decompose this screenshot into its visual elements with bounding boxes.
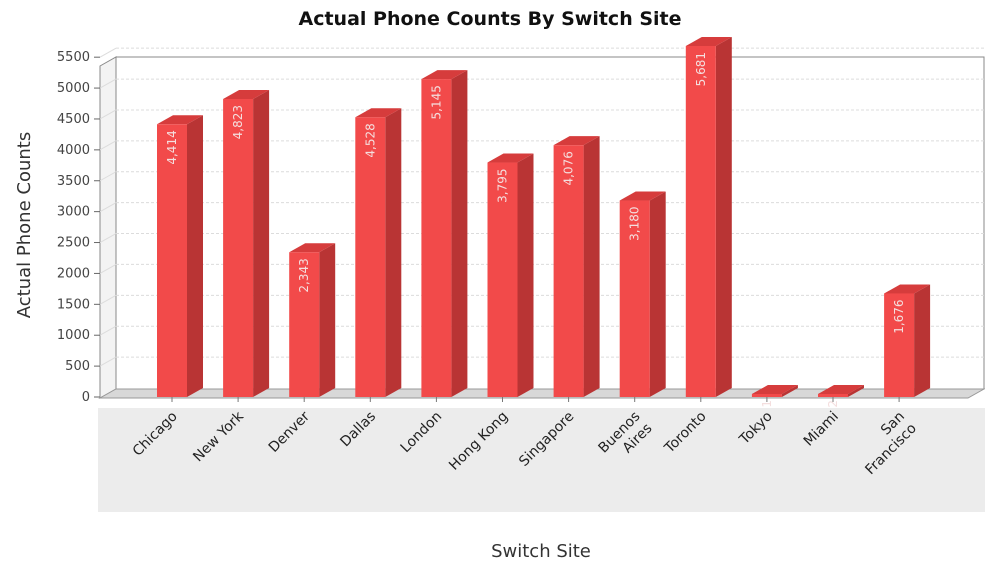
y-tick-label: 5000 [57, 81, 90, 96]
y-tick-label: 3000 [57, 205, 90, 220]
bar-top [818, 385, 864, 394]
bar-miami: 2 [818, 385, 864, 408]
data-label: 3,180 [628, 207, 642, 241]
gridline [99, 325, 117, 336]
bar-san-francisco: 1,676 [884, 284, 931, 397]
bar-side [781, 385, 798, 397]
bar-top [223, 90, 270, 100]
data-label: 2,343 [297, 258, 311, 292]
bar-buenos-aires: 3,180 [619, 191, 666, 397]
plot-left-wall [99, 56, 117, 399]
bars: 4,414 4,823 2,343 4,528 5,145 3,795 4,076 3,180… [157, 36, 931, 408]
bar-front [355, 117, 386, 397]
y-tick-label: 2500 [57, 236, 90, 251]
bar-top [553, 136, 600, 146]
data-label: 4,076 [562, 151, 576, 185]
bar-top [289, 243, 336, 253]
bar-front [751, 394, 782, 397]
x-axis-title: Switch Site [491, 541, 591, 562]
gridline [99, 140, 117, 151]
bar-tokyo: 1 [751, 385, 798, 408]
bar-top [487, 153, 534, 163]
bar-side [319, 243, 336, 397]
bar-front [685, 45, 716, 397]
gridlines [99, 47, 984, 367]
bar-front [884, 293, 915, 397]
bar-front [487, 162, 518, 397]
y-tick-label: 0 [82, 390, 90, 405]
bar-side [187, 115, 203, 397]
bar-chicago: 4,414 [157, 115, 203, 397]
gridline [99, 356, 117, 367]
gridline [99, 294, 117, 305]
bar-top [157, 115, 203, 125]
bar-side [253, 90, 270, 397]
y-tick-label: 3500 [57, 174, 90, 189]
bar-side [715, 36, 732, 397]
bar-front [223, 99, 254, 397]
data-label: 5,145 [429, 85, 443, 119]
bar-london: 5,145 [421, 70, 468, 398]
gridline [99, 263, 117, 274]
bar-top [884, 284, 931, 294]
y-tick-label: 4500 [57, 112, 90, 127]
data-label: 4,414 [165, 130, 179, 164]
bar-front [818, 394, 848, 397]
bar-side [583, 136, 600, 397]
bar-top [685, 36, 732, 46]
bar-side [451, 70, 468, 398]
y-tick-label: 4000 [57, 143, 90, 158]
chart-title: Actual Phone Counts By Switch Site [299, 8, 682, 30]
data-label: 2 [826, 400, 840, 408]
category-axis-band [98, 408, 985, 512]
bar-front [619, 200, 650, 397]
bar-top [421, 70, 468, 80]
bar-top [619, 191, 666, 201]
y-tick-label: 500 [65, 359, 90, 374]
data-label: 5,681 [694, 52, 708, 86]
gridline [99, 47, 117, 58]
gridline [99, 202, 117, 213]
bar-side [517, 153, 534, 397]
data-label: 1 [760, 400, 774, 408]
bar-dallas: 4,528 [355, 108, 402, 397]
y-tick-label: 2000 [57, 266, 90, 281]
data-label: 1,676 [892, 299, 906, 333]
y-axis-title: Actual Phone Counts [14, 132, 35, 318]
bar-top [355, 108, 402, 118]
bar-new-york: 4,823 [223, 90, 270, 397]
bar-hong-kong: 3,795 [487, 153, 534, 397]
y-tick-label: 1000 [57, 328, 90, 343]
bar-front [421, 79, 452, 398]
data-label: 4,823 [231, 105, 245, 139]
gridline [99, 109, 117, 120]
bar-top [751, 385, 798, 394]
bar-singapore: 4,076 [553, 136, 600, 397]
y-axis: 0 500 1000 1500 2000 2500 3000 3500 4000 4500 5000… [57, 50, 100, 405]
bar-front [289, 252, 320, 397]
data-label: 4,528 [363, 123, 377, 157]
bar-toronto: 5,681 [685, 36, 732, 397]
y-tick-label: 5500 [57, 50, 90, 65]
bar-side [649, 191, 666, 397]
gridline [99, 78, 117, 89]
bar-denver: 2,343 [289, 243, 336, 397]
bar-side [914, 284, 931, 397]
gridline [99, 171, 117, 182]
data-label: 3,795 [496, 169, 510, 203]
gridline [99, 233, 117, 243]
bar-front [157, 124, 187, 397]
bar-side [385, 108, 402, 397]
y-tick-label: 1500 [57, 297, 90, 312]
bar-front [553, 145, 584, 397]
bar-side [848, 385, 864, 397]
